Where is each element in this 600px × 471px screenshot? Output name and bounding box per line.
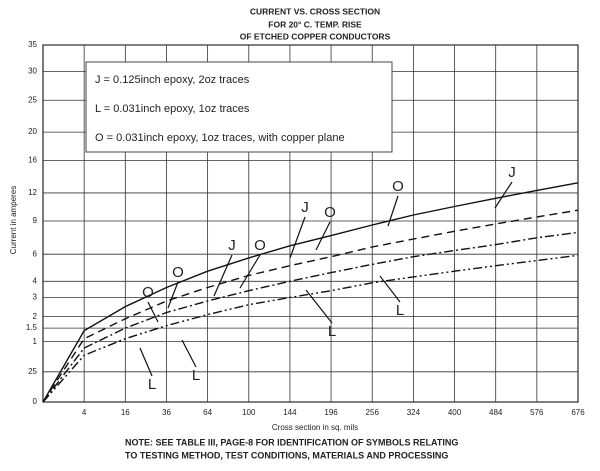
legend-text: L = 0.031inch epoxy, 1oz traces	[95, 103, 250, 115]
y-tick-label: 2	[33, 312, 38, 321]
y-tick-label: 6	[33, 249, 38, 258]
annotation-label: O	[392, 178, 404, 195]
x-tick-label: 576	[530, 408, 544, 417]
annotation-arrow	[139, 347, 153, 377]
y-tick-label: 3	[33, 293, 38, 302]
annotation-label: J	[228, 237, 236, 254]
curve	[42, 209, 579, 403]
annotation-arrow	[289, 216, 306, 259]
x-tick-label: 144	[283, 408, 297, 417]
annotation-label: L	[192, 367, 200, 384]
annotation-arrow	[305, 289, 333, 324]
annotation-arrow	[181, 339, 197, 368]
annotation-arrow	[315, 221, 331, 251]
curves	[42, 182, 579, 403]
y-tick-label: 12	[28, 188, 37, 197]
y-tick-label: 1.5	[26, 323, 38, 332]
chart-title: CURRENT VS. CROSS SECTION	[250, 6, 380, 16]
y-tick-label: 9	[33, 216, 38, 225]
annotation-arrow	[379, 275, 401, 303]
y-tick-label: 20	[28, 127, 37, 136]
annotation-arrow	[494, 181, 513, 209]
y-axis-label: Current in amperes	[9, 186, 18, 254]
curve	[42, 254, 579, 403]
chart-subtitle: OF ETCHED COPPER CONDUCTORS	[240, 31, 391, 41]
x-tick-label: 676	[571, 408, 585, 417]
curve	[42, 231, 579, 403]
x-tick-label: 100	[242, 408, 256, 417]
annotation-label: J	[508, 164, 516, 181]
annotation-label: O	[324, 204, 336, 221]
annotation-label: J	[301, 199, 309, 216]
annotation-label: L	[148, 376, 156, 393]
annotation-label: O	[142, 284, 154, 301]
annotation-label: O	[172, 264, 184, 281]
x-tick-label: 36	[162, 408, 171, 417]
legend-text: O = 0.031inch epoxy, 1oz traces, with co…	[95, 132, 345, 144]
y-tick-label: 35	[28, 40, 37, 49]
legend-box	[85, 61, 393, 153]
x-tick-label: 400	[448, 408, 462, 417]
note: NOTE: SEE TABLE III, PAGE-8 FOR IDENTIFI…	[125, 437, 458, 447]
x-tick-label: 484	[489, 408, 503, 417]
annotation-arrow	[167, 281, 179, 309]
annotation-label: O	[254, 237, 266, 254]
x-tick-label: 16	[121, 408, 130, 417]
annotation-arrow	[147, 301, 159, 323]
x-tick-label: 64	[203, 408, 212, 417]
x-tick-label: 196	[324, 408, 338, 417]
legend-text: J = 0.125inch epoxy, 2oz traces	[95, 74, 250, 86]
annotation-arrow	[239, 254, 261, 289]
x-tick-label: 4	[82, 408, 87, 417]
y-tick-label: 16	[28, 156, 37, 165]
note: TO TESTING METHOD, TEST CONDITIONS, MATE…	[125, 450, 448, 460]
y-tick-label: 0	[33, 397, 38, 406]
annotation-arrow	[387, 195, 399, 227]
chart-subtitle: FOR 20° C. TEMP. RISE	[268, 19, 362, 29]
y-tick-label: 1	[33, 337, 38, 346]
annotation-label: L	[396, 302, 404, 319]
x-tick-label: 324	[407, 408, 421, 417]
x-axis-label: Cross section in sq. mils	[272, 423, 358, 432]
x-tick-label: 256	[366, 408, 380, 417]
annotation-arrow	[213, 254, 233, 297]
annotation-label: L	[328, 323, 336, 340]
y-tick-label: 4	[33, 276, 38, 285]
y-tick-label: 25	[28, 367, 37, 376]
curve	[42, 182, 579, 403]
y-tick-label: 25	[28, 95, 37, 104]
y-tick-label: 30	[28, 67, 37, 76]
